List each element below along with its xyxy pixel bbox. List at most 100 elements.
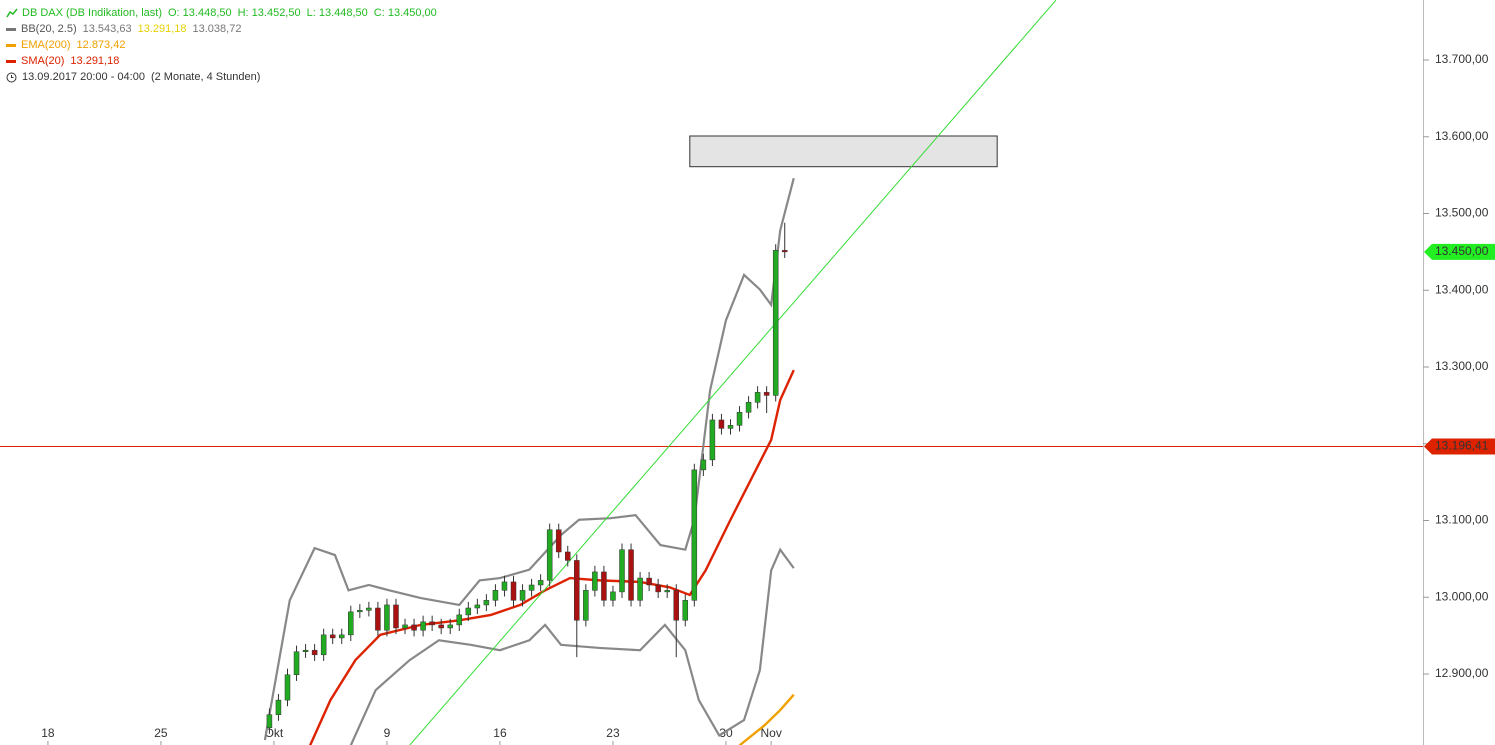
candle-body — [592, 571, 598, 591]
drawing-rectangle — [689, 135, 998, 168]
candle-body — [474, 604, 481, 609]
candle — [537, 574, 544, 592]
candle-body — [501, 581, 508, 591]
candle — [718, 413, 725, 435]
ohlc-value: O: 13.448,50 — [168, 7, 232, 19]
trendline — [409, 0, 1057, 745]
ohlc-value: C: 13.450,00 — [373, 7, 437, 19]
candle-body — [357, 610, 363, 613]
candle — [646, 571, 652, 592]
candle — [266, 708, 273, 734]
candle-body — [709, 419, 716, 461]
candle — [474, 598, 481, 615]
candle-body — [619, 549, 625, 593]
chart-icon — [6, 8, 18, 18]
candle-body — [320, 634, 327, 656]
candle — [393, 598, 399, 635]
span: (2 Monate, 4 Stunden) — [150, 71, 261, 83]
candle — [555, 523, 562, 559]
x-tick-label: 23 — [606, 726, 620, 740]
candle — [574, 554, 580, 658]
candle — [601, 565, 607, 607]
candle — [447, 618, 453, 635]
price-marker — [1424, 243, 1495, 260]
candle — [528, 578, 535, 597]
candle-body — [555, 529, 562, 553]
legend-period: 13.09.2017 20:00 - 04:00 (2 Monate, 4 St… — [6, 69, 443, 85]
y-tick-label: 13.700,00 — [1435, 52, 1489, 66]
candle-body — [655, 584, 661, 593]
candle-body — [601, 571, 607, 601]
candle — [736, 406, 743, 432]
candle-body — [727, 425, 734, 429]
candle-body — [275, 699, 282, 715]
candle — [483, 594, 490, 612]
candle — [338, 628, 345, 645]
y-tick-label: 13.100,00 — [1435, 513, 1489, 527]
candle-body — [574, 560, 580, 621]
price-marker — [1424, 438, 1495, 455]
candle — [429, 615, 435, 632]
legend-name: SMA(20) — [21, 55, 65, 67]
candle — [610, 585, 616, 607]
candle-body — [718, 419, 725, 429]
candle — [700, 453, 707, 476]
legend-row: SMA(20) 13.291,18 — [6, 53, 443, 69]
legend-value: 13.291,18 — [70, 55, 120, 67]
candle — [456, 608, 463, 632]
candle-body — [402, 624, 408, 629]
indicator-line — [349, 547, 795, 745]
candle — [275, 693, 282, 721]
candle-body — [745, 402, 752, 413]
legend-row: BB(20, 2.5) 13.543,63 13.291,18 13.038,72 — [6, 21, 443, 37]
ohlc-value: H: 13.452,50 — [237, 7, 301, 19]
y-tick-label: 13.000,00 — [1435, 589, 1489, 603]
candle — [754, 386, 761, 409]
legend-row: EMA(200) 12.873,42 — [6, 37, 443, 53]
legend-swatch — [6, 43, 16, 47]
candle-body — [646, 577, 652, 586]
candle — [348, 605, 354, 642]
candle-body — [384, 604, 390, 631]
candle-body — [772, 250, 779, 396]
price-marker-label: 13.196,41 — [1435, 439, 1489, 453]
x-tick-label: 9 — [384, 726, 391, 740]
candle — [592, 565, 598, 597]
candle — [664, 584, 670, 599]
candle — [384, 598, 390, 637]
candle-body — [375, 607, 381, 631]
candle — [357, 604, 363, 618]
candle-body — [528, 584, 535, 591]
candle — [438, 618, 444, 635]
candle-body — [700, 459, 707, 471]
candle — [519, 584, 526, 607]
candle-body — [546, 529, 553, 581]
legend-swatch — [6, 59, 16, 63]
candle — [501, 575, 508, 597]
legend-name: BB(20, 2.5) — [21, 23, 77, 35]
candle — [673, 584, 679, 658]
candle — [510, 575, 517, 607]
candle-body — [673, 590, 679, 621]
candle — [329, 628, 336, 645]
y-tick-label: 13.500,00 — [1435, 206, 1489, 220]
legend-value: 12.873,42 — [76, 39, 126, 51]
price-marker-label: 13.450,00 — [1435, 244, 1489, 258]
candle-body — [429, 621, 435, 626]
candle-body — [565, 551, 571, 561]
indicator-line — [263, 177, 795, 741]
candle-body — [311, 649, 318, 656]
candle-body — [628, 549, 634, 601]
candle — [781, 222, 788, 259]
legend-value: 13.038,72 — [192, 23, 242, 35]
candle — [402, 618, 408, 635]
candle-body — [610, 591, 616, 601]
candle — [583, 584, 589, 627]
candle — [411, 618, 417, 637]
candle-body — [682, 600, 689, 621]
legend-value: 13.291,18 — [137, 23, 187, 35]
candle-body — [338, 634, 345, 639]
candle — [420, 615, 426, 637]
candle-body — [691, 469, 698, 601]
candle-body — [266, 714, 273, 728]
